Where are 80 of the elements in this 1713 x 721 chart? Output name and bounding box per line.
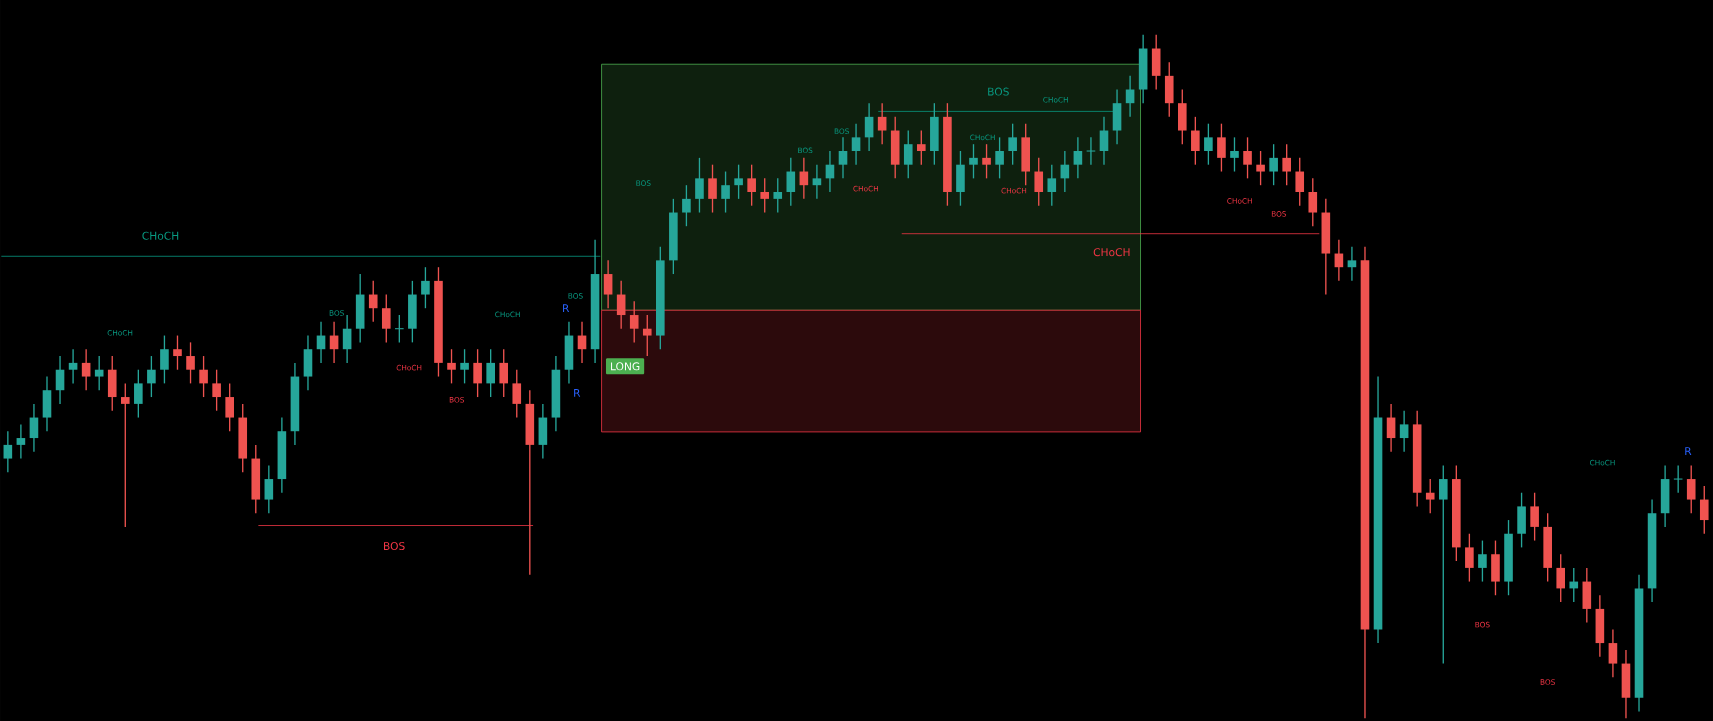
candlestick <box>120 382 130 528</box>
candlestick <box>1491 539 1500 596</box>
candlestick <box>995 136 1004 180</box>
candlestick <box>708 164 717 214</box>
candlestick <box>460 348 469 385</box>
candlestick <box>251 444 261 514</box>
ref-line-label: BOS <box>384 541 405 551</box>
candlestick <box>212 369 221 412</box>
candlestick <box>1021 123 1030 186</box>
candlestick <box>982 143 991 180</box>
candlestick <box>381 293 391 344</box>
candlestick <box>447 348 456 385</box>
candlestick <box>1034 157 1044 207</box>
candlestick <box>225 382 234 432</box>
candlestick <box>760 177 770 214</box>
candlestick <box>1295 157 1305 207</box>
candlestick <box>1086 136 1096 166</box>
candlestick <box>1308 177 1318 227</box>
candlestick <box>1425 478 1435 514</box>
candlestick <box>512 369 522 419</box>
candlestick <box>642 314 652 357</box>
candlestick <box>473 348 482 398</box>
candlestick <box>1504 519 1513 596</box>
candlestick <box>695 157 704 214</box>
candlestick <box>1204 123 1213 166</box>
candlestick <box>499 348 509 398</box>
candlestick <box>1452 464 1461 562</box>
candlestick <box>682 184 691 227</box>
candlestick <box>903 129 913 180</box>
candlestick <box>1530 492 1539 542</box>
candlestick <box>1047 164 1057 207</box>
candlestick <box>1008 123 1017 166</box>
candlestick <box>173 334 182 371</box>
candlestick <box>421 266 430 309</box>
candlestick <box>1556 553 1566 603</box>
candlestick <box>107 355 117 412</box>
candlestick <box>969 143 978 180</box>
candlestick <box>747 164 756 207</box>
candlestick <box>160 334 169 385</box>
candlestick <box>134 369 143 419</box>
candlestick <box>1230 136 1239 173</box>
candlestick <box>1217 123 1226 173</box>
candlestick <box>1177 88 1187 145</box>
candlestick <box>1243 136 1252 180</box>
candlestick <box>669 198 678 275</box>
candlestick <box>930 102 939 166</box>
candlestick <box>1282 143 1291 186</box>
candlestick <box>917 129 926 166</box>
annotation: LONG <box>611 362 640 371</box>
candlestick <box>1465 533 1474 583</box>
annotation: R <box>563 304 570 313</box>
candlestick <box>721 170 730 214</box>
candlestick <box>629 300 639 344</box>
candlestick <box>773 177 783 214</box>
candlestick <box>734 164 743 200</box>
candlestick <box>434 266 443 378</box>
candlestick <box>956 150 965 207</box>
annotation: R <box>1685 447 1692 455</box>
ref-line-label: BOS <box>988 87 1009 96</box>
candlestick <box>1191 116 1200 166</box>
candlestick <box>656 246 665 350</box>
ref-line-label: CHoCH <box>1093 248 1130 257</box>
candlestick <box>890 116 900 180</box>
candlestick <box>943 102 952 207</box>
candlestick <box>1478 539 1487 583</box>
ref-line-label: CHoCH <box>142 231 179 240</box>
candlestick <box>1686 464 1696 514</box>
annotation: R <box>574 389 581 397</box>
candlestick <box>1438 464 1448 665</box>
candlestick <box>486 348 495 398</box>
candlestick <box>1673 464 1684 494</box>
candlestick <box>186 341 195 385</box>
candlestick <box>1269 143 1278 186</box>
candlestick <box>1699 485 1709 535</box>
candlestick <box>1164 61 1174 118</box>
candlestick <box>238 403 248 473</box>
candlestick <box>1543 512 1552 583</box>
candlestick <box>408 280 417 344</box>
candlestick <box>1517 492 1526 549</box>
candlestick <box>1256 150 1265 186</box>
